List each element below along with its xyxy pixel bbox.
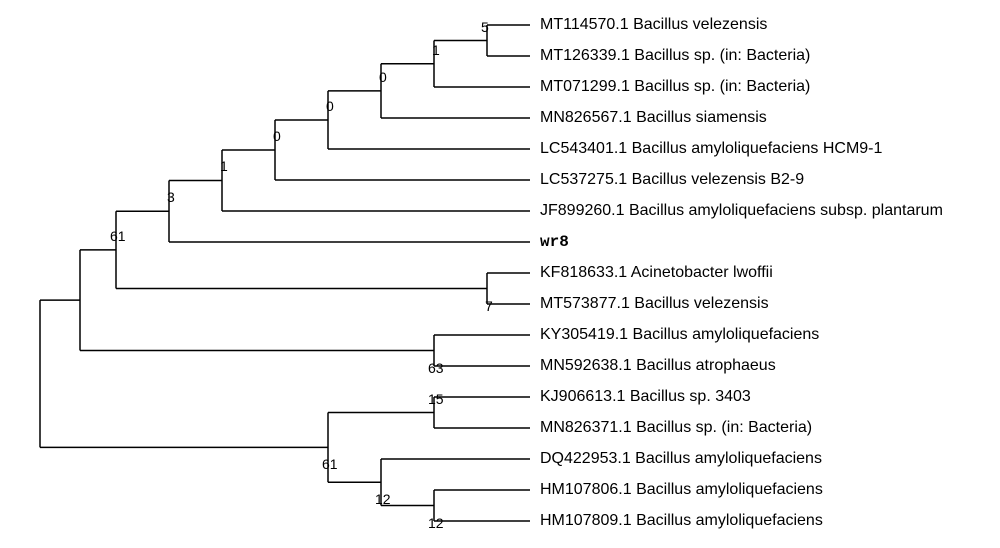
taxon-label: HM107809.1 Bacillus amyloliquefaciens (540, 512, 823, 530)
branch-support-label: 1 (432, 42, 440, 58)
branch-support-label: 15 (428, 391, 444, 407)
taxon-label: MT071299.1 Bacillus sp. (in: Bacteria) (540, 78, 810, 96)
branch-support-label: 1 (220, 158, 228, 174)
taxon-label: KJ906613.1 Bacillus sp. 3403 (540, 388, 751, 406)
taxon-label: LC543401.1 Bacillus amyloliquefaciens HC… (540, 140, 882, 158)
taxon-label: LC537275.1 Bacillus velezensis B2-9 (540, 171, 804, 189)
taxon-label: DQ422953.1 Bacillus amyloliquefaciens (540, 450, 822, 468)
taxon-label: MN826567.1 Bacillus siamensis (540, 109, 767, 127)
taxon-label: KF818633.1 Acinetobacter lwoffii (540, 264, 773, 282)
branch-support-label: 5 (481, 19, 489, 35)
branch-support-label: 61 (322, 456, 338, 472)
phylogenetic-tree: MT114570.1 Bacillus velezensis MT126339.1… (0, 0, 1000, 548)
taxon-label: MN826371.1 Bacillus sp. (in: Bacteria) (540, 419, 812, 437)
taxon-label: MT126339.1 Bacillus sp. (in: Bacteria) (540, 47, 810, 65)
branch-support-label: 12 (375, 491, 391, 507)
branch-support-label: 0 (273, 128, 281, 144)
branch-support-label: 0 (379, 69, 387, 85)
taxon-label: MT114570.1 Bacillus velezensis (540, 16, 767, 34)
tree-lines (0, 0, 1000, 548)
branch-support-label: 0 (326, 98, 334, 114)
branch-support-label: 61 (110, 228, 126, 244)
taxon-label: JF899260.1 Bacillus amyloliquefaciens su… (540, 202, 943, 220)
branch-support-label: 63 (428, 360, 444, 376)
branch-support-label: 3 (167, 189, 175, 205)
taxon-label: KY305419.1 Bacillus amyloliquefaciens (540, 326, 819, 344)
branch-support-label: 7 (485, 298, 493, 314)
taxon-label: MT573877.1 Bacillus velezensis (540, 295, 769, 313)
taxon-label: HM107806.1 Bacillus amyloliquefaciens (540, 481, 823, 499)
taxon-label: MN592638.1 Bacillus atrophaeus (540, 357, 776, 375)
branch-support-label: 12 (428, 515, 444, 531)
taxon-label: wr8 (540, 233, 569, 251)
